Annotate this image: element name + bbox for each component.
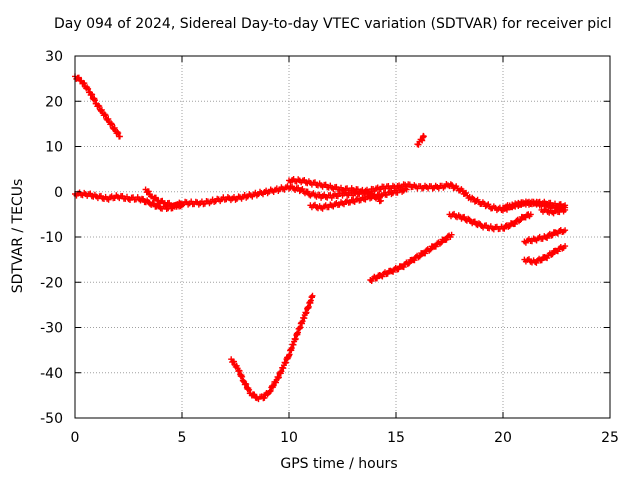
x-tick-label: 0 [71,430,80,446]
y-tick-label: 20 [45,94,63,110]
x-tick-label: 20 [494,430,512,446]
data-point-cluster [414,132,427,148]
series-track-12 [521,227,569,246]
data-point-cluster [367,231,455,284]
data-point-cluster [446,210,534,233]
series-track-11 [521,243,569,266]
data-point-cluster [521,243,569,266]
series-track-10 [500,198,569,212]
data-point-cluster [72,73,123,140]
y-tick-label: 0 [54,185,63,201]
series-track-6 [414,132,427,148]
chart-title: Day 094 of 2024, Sidereal Day-to-day VTE… [54,16,612,32]
x-tick-label: 15 [387,430,405,446]
y-tick-label: 30 [45,49,63,65]
y-tick-label: -30 [40,321,63,337]
series-track-5 [307,185,410,212]
x-tick-label: 5 [178,430,187,446]
y-tick-label: -40 [40,366,63,382]
x-tick-label: 10 [280,430,298,446]
data-point-cluster [307,185,410,212]
y-tick-label: -50 [40,411,63,427]
x-axis-label: GPS time / hours [280,456,398,472]
data-point-cluster [228,292,316,403]
y-tick-label: 10 [45,140,63,156]
data-point-cluster [500,198,569,212]
x-tick-label: 25 [601,430,619,446]
series-track-3 [142,186,185,210]
series-track-8 [367,231,455,284]
y-tick-label: -10 [40,230,63,246]
data-point-cluster [142,186,185,210]
data-point-cluster [538,206,569,217]
series-track-7 [228,292,316,403]
y-tick-label: -20 [40,275,63,291]
data-point-cluster [521,227,569,246]
series-track-1 [72,73,123,140]
series-track-13 [538,206,569,217]
series-track-9 [446,210,534,233]
